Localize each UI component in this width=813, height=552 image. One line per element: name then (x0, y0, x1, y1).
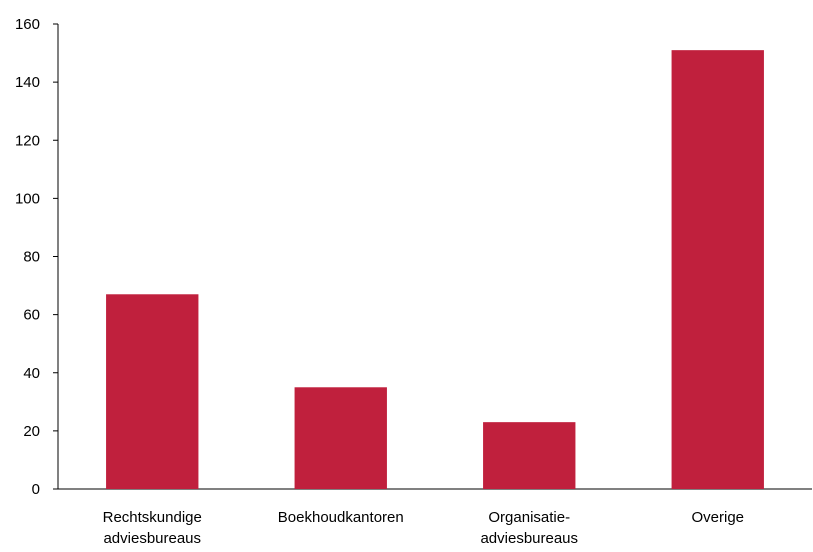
y-tick-label: 0 (32, 481, 40, 498)
bar (671, 50, 764, 489)
x-tick-label: Organisatie-adviesbureaus (480, 509, 578, 547)
y-tick-label: 60 (23, 307, 40, 324)
x-tick-label: Boekhoudkantoren (278, 509, 404, 526)
y-tick-label: 120 (15, 132, 40, 149)
y-tick-label: 80 (23, 249, 40, 266)
x-tick-label: Overige (691, 509, 744, 526)
y-tick-label: 100 (15, 190, 40, 207)
x-tick-label: Rechtskundige adviesbureaus (103, 509, 202, 547)
y-tick-label: 140 (15, 74, 40, 91)
x-axis: Rechtskundige adviesbureaus Boekhoudkantor… (58, 488, 812, 547)
bars (106, 50, 764, 489)
y-tick-label: 20 (23, 423, 40, 440)
bar (294, 387, 387, 489)
y-tick-label: 40 (23, 365, 40, 382)
y-tick-label: 160 (15, 16, 40, 33)
bar (106, 294, 199, 489)
y-axis: 0 20 40 60 80 100 120 140 160 (15, 16, 59, 498)
bar (483, 422, 576, 489)
